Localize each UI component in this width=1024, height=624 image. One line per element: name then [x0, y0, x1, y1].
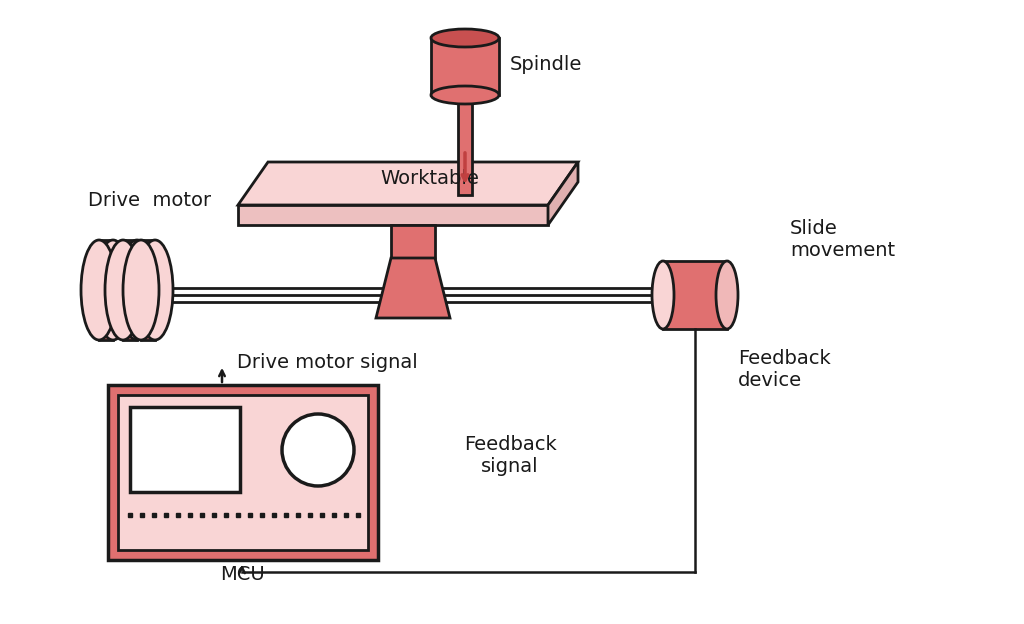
Bar: [141, 240, 155, 340]
Bar: [663, 261, 727, 329]
Ellipse shape: [119, 240, 155, 340]
Ellipse shape: [431, 86, 499, 104]
Bar: [108, 385, 378, 560]
Polygon shape: [548, 162, 578, 225]
Ellipse shape: [282, 414, 354, 486]
Bar: [431, 38, 499, 95]
Text: Slide
movement: Slide movement: [790, 220, 895, 260]
Ellipse shape: [652, 261, 674, 329]
Bar: [118, 395, 368, 550]
Ellipse shape: [431, 29, 499, 47]
Ellipse shape: [105, 240, 141, 340]
Bar: [123, 240, 137, 340]
Ellipse shape: [137, 240, 173, 340]
Text: Spindle: Spindle: [510, 56, 583, 74]
Ellipse shape: [123, 240, 159, 340]
Bar: [130, 407, 240, 492]
Bar: [99, 240, 113, 340]
Ellipse shape: [716, 261, 738, 329]
Text: Feedback
device: Feedback device: [738, 349, 830, 391]
Polygon shape: [238, 205, 548, 225]
Text: Drive  motor: Drive motor: [88, 190, 211, 210]
Polygon shape: [238, 162, 578, 205]
Polygon shape: [376, 258, 450, 318]
Bar: [391, 225, 435, 258]
Text: MCU: MCU: [220, 565, 265, 585]
Bar: [458, 97, 472, 195]
Text: Drive motor signal: Drive motor signal: [237, 354, 418, 373]
Text: Feedback
signal: Feedback signal: [464, 434, 556, 475]
Ellipse shape: [81, 240, 117, 340]
Ellipse shape: [95, 240, 131, 340]
Text: Worktable: Worktable: [381, 168, 479, 187]
